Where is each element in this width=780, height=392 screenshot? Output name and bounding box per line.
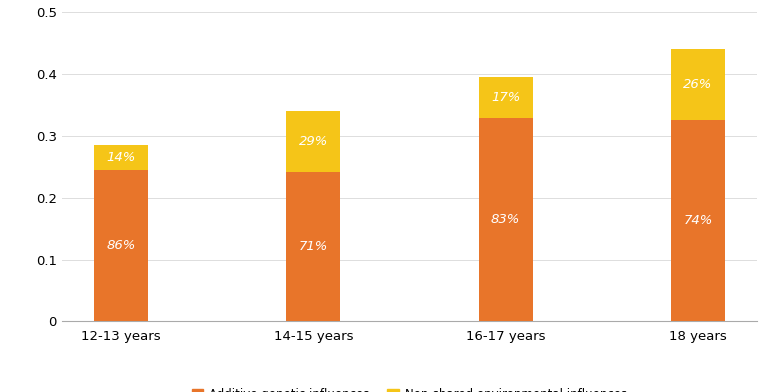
Bar xyxy=(479,118,533,321)
Bar xyxy=(671,120,725,321)
Text: 29%: 29% xyxy=(299,135,328,148)
Text: 74%: 74% xyxy=(683,214,713,227)
Bar xyxy=(94,145,148,170)
Text: 26%: 26% xyxy=(683,78,713,91)
Text: 71%: 71% xyxy=(299,240,328,253)
Bar xyxy=(479,77,533,118)
Text: 86%: 86% xyxy=(106,239,136,252)
Bar xyxy=(286,111,340,172)
Bar xyxy=(94,170,148,321)
Bar xyxy=(286,172,340,321)
Text: 17%: 17% xyxy=(491,91,520,104)
Text: 83%: 83% xyxy=(491,213,520,226)
Text: 14%: 14% xyxy=(106,151,136,164)
Legend: Additive genetic influences, Non-shared environmental influences: Additive genetic influences, Non-shared … xyxy=(187,383,632,392)
Bar xyxy=(671,49,725,120)
